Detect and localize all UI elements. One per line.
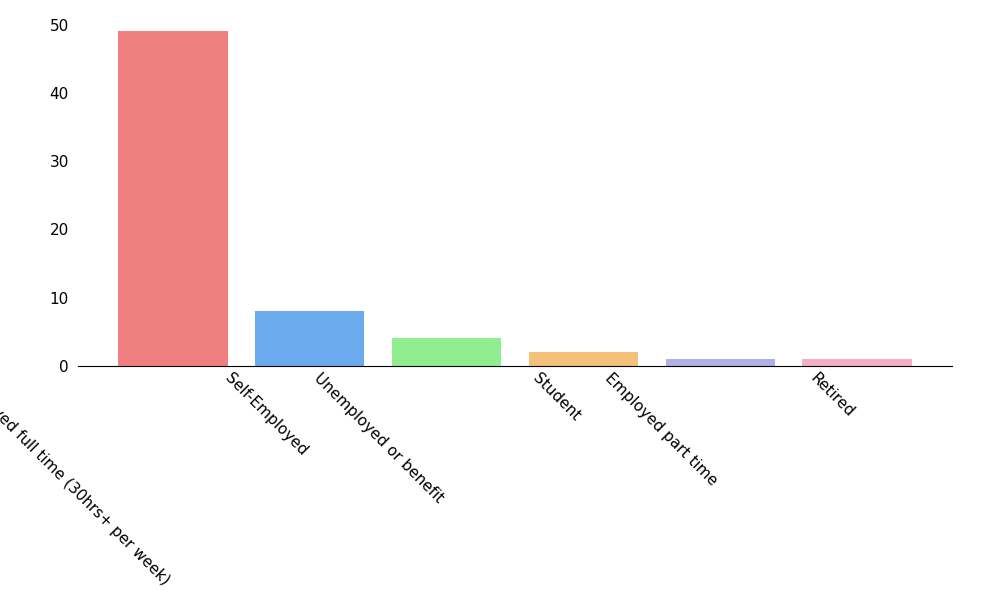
Bar	[118, 31, 228, 366]
Bar	[802, 359, 912, 366]
Bar	[255, 311, 365, 366]
Bar	[391, 339, 501, 366]
Bar	[665, 359, 775, 366]
Bar	[529, 352, 639, 366]
